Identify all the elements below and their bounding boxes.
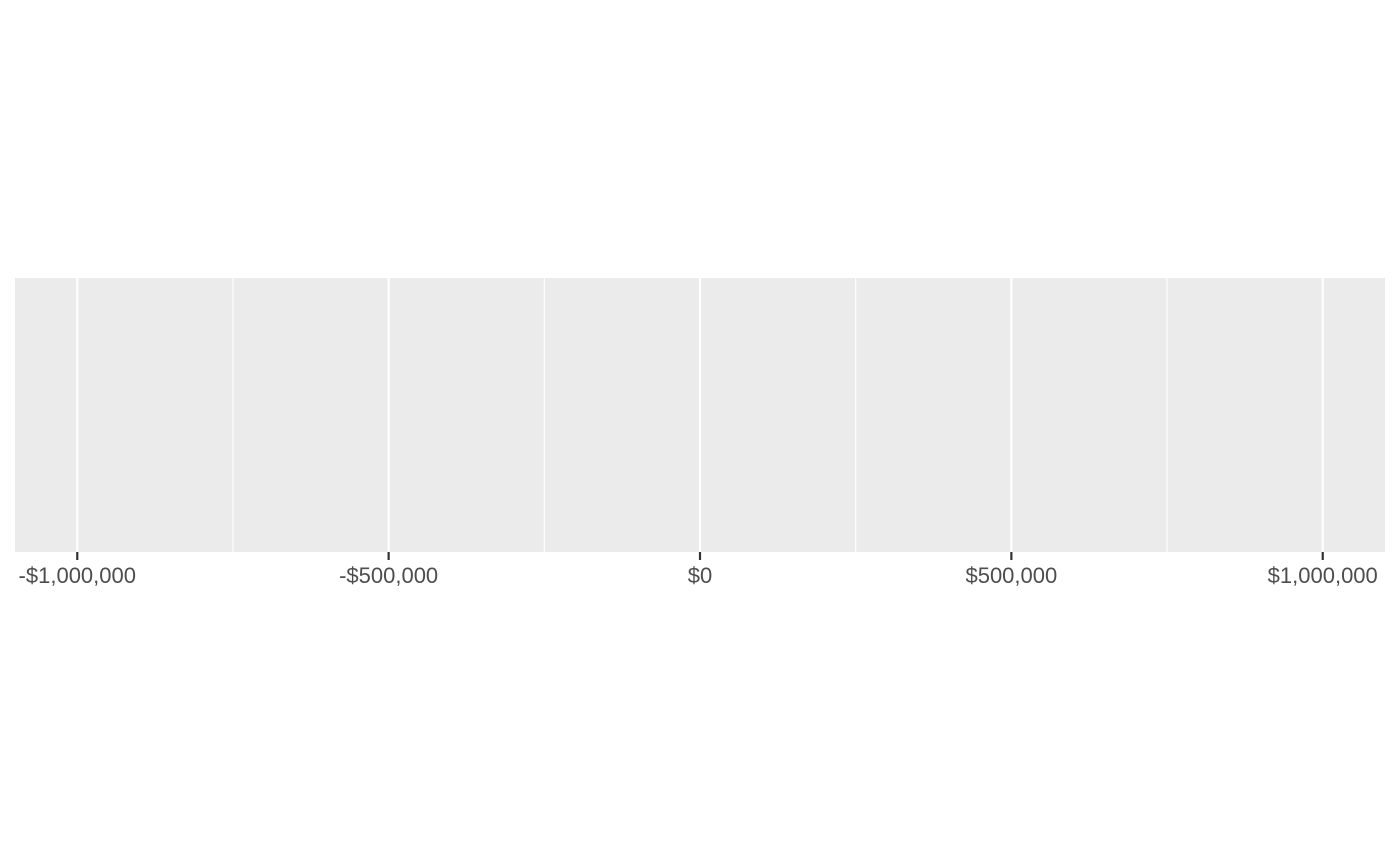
x-axis-tick-label: $0: [688, 563, 712, 588]
major-gridlines: [76, 278, 1324, 552]
x-axis-tick-label: $1,000,000: [1268, 563, 1378, 588]
x-axis-tick-label: -$1,000,000: [19, 563, 136, 588]
x-axis-ticks: [76, 552, 1324, 560]
x-axis-tick-labels: -$1,000,000 -$500,000 $0 $500,000 $1,000,000: [19, 563, 1378, 588]
minor-gridlines: [232, 278, 1168, 552]
x-axis-tick-label: $500,000: [965, 563, 1057, 588]
x-axis-tick-label: -$500,000: [339, 563, 438, 588]
